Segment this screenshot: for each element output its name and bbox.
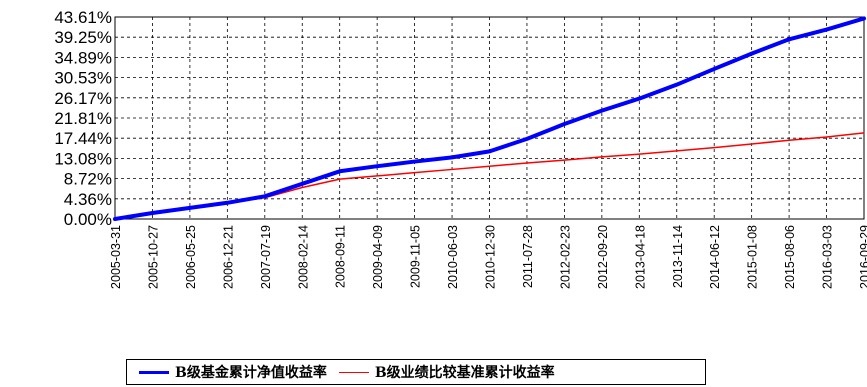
legend-label-series-2: B级业绩比较基准累计收益率 [374,365,555,381]
y-tick-label: 30.53% [54,69,112,88]
x-tick-label: 2006-05-25 [184,225,198,289]
x-tick-label: 2006-12-21 [221,225,235,289]
series-line-blue [113,16,866,221]
x-tick-label: 2005-10-27 [146,225,160,289]
y-tick-label: 8.72% [64,170,112,189]
legend-label-series-1: B级基金累计净值收益率 [175,365,327,381]
x-tick-label: 2015-01-08 [746,225,760,289]
x-tick-label: 2013-04-18 [633,225,647,289]
legend-swatch-blue [139,370,169,374]
y-tick-label: 34.89% [54,48,112,67]
x-tick-label: 2015-08-06 [783,225,797,289]
series-lines [113,16,866,221]
y-tick-label: 43.61% [54,8,112,27]
x-tick-label: 2014-06-12 [708,225,722,289]
y-tick-label: 4.36% [64,190,112,209]
y-axis-tick-labels: 0.00%4.36%8.72%13.08%17.44%21.81%26.17%3… [54,8,112,229]
legend-item-series-2: B级业绩比较基准累计收益率 [338,362,555,382]
x-tick-label: 2009-11-05 [409,225,423,288]
x-tick-label: 2007-07-19 [259,225,273,289]
y-tick-label: 13.08% [54,149,112,168]
legend-swatch-red [338,371,369,373]
y-tick-label: 21.81% [54,109,112,128]
x-tick-label: 2005-03-31 [109,225,123,289]
y-tick-label: 17.44% [54,129,112,148]
x-tick-label: 2011-07-28 [521,225,535,288]
x-tick-label: 2008-09-11 [334,225,348,288]
x-tick-label: 2012-09-20 [596,225,610,289]
plot-area-frame [114,16,865,220]
x-tick-label: 2016-09-29 [858,225,867,289]
x-tick-label: 2009-04-09 [371,225,385,289]
x-tick-label: 2016-03-03 [821,225,835,289]
y-tick-label: 26.17% [54,89,112,108]
x-tick-label: 2010-06-03 [446,225,460,289]
grid-lines [114,16,865,220]
x-axis-tick-labels: 2005-03-31 2005-10-27 2006-05-25 2006-12-21… [109,225,867,289]
x-tick-label: 2012-02-23 [558,225,572,289]
x-tick-label: 2010-12-30 [484,225,498,289]
y-tick-label: 39.25% [54,28,112,47]
x-tick-label: 2008-02-14 [296,225,310,289]
y-tick-label: 0.00% [64,210,112,229]
x-tick-label: 2013-11-14 [671,225,685,288]
legend: B级基金累计净值收益率 B级业绩比较基准累计收益率 [126,359,706,385]
legend-item-series-1: B级基金累计净值收益率 [139,362,327,382]
